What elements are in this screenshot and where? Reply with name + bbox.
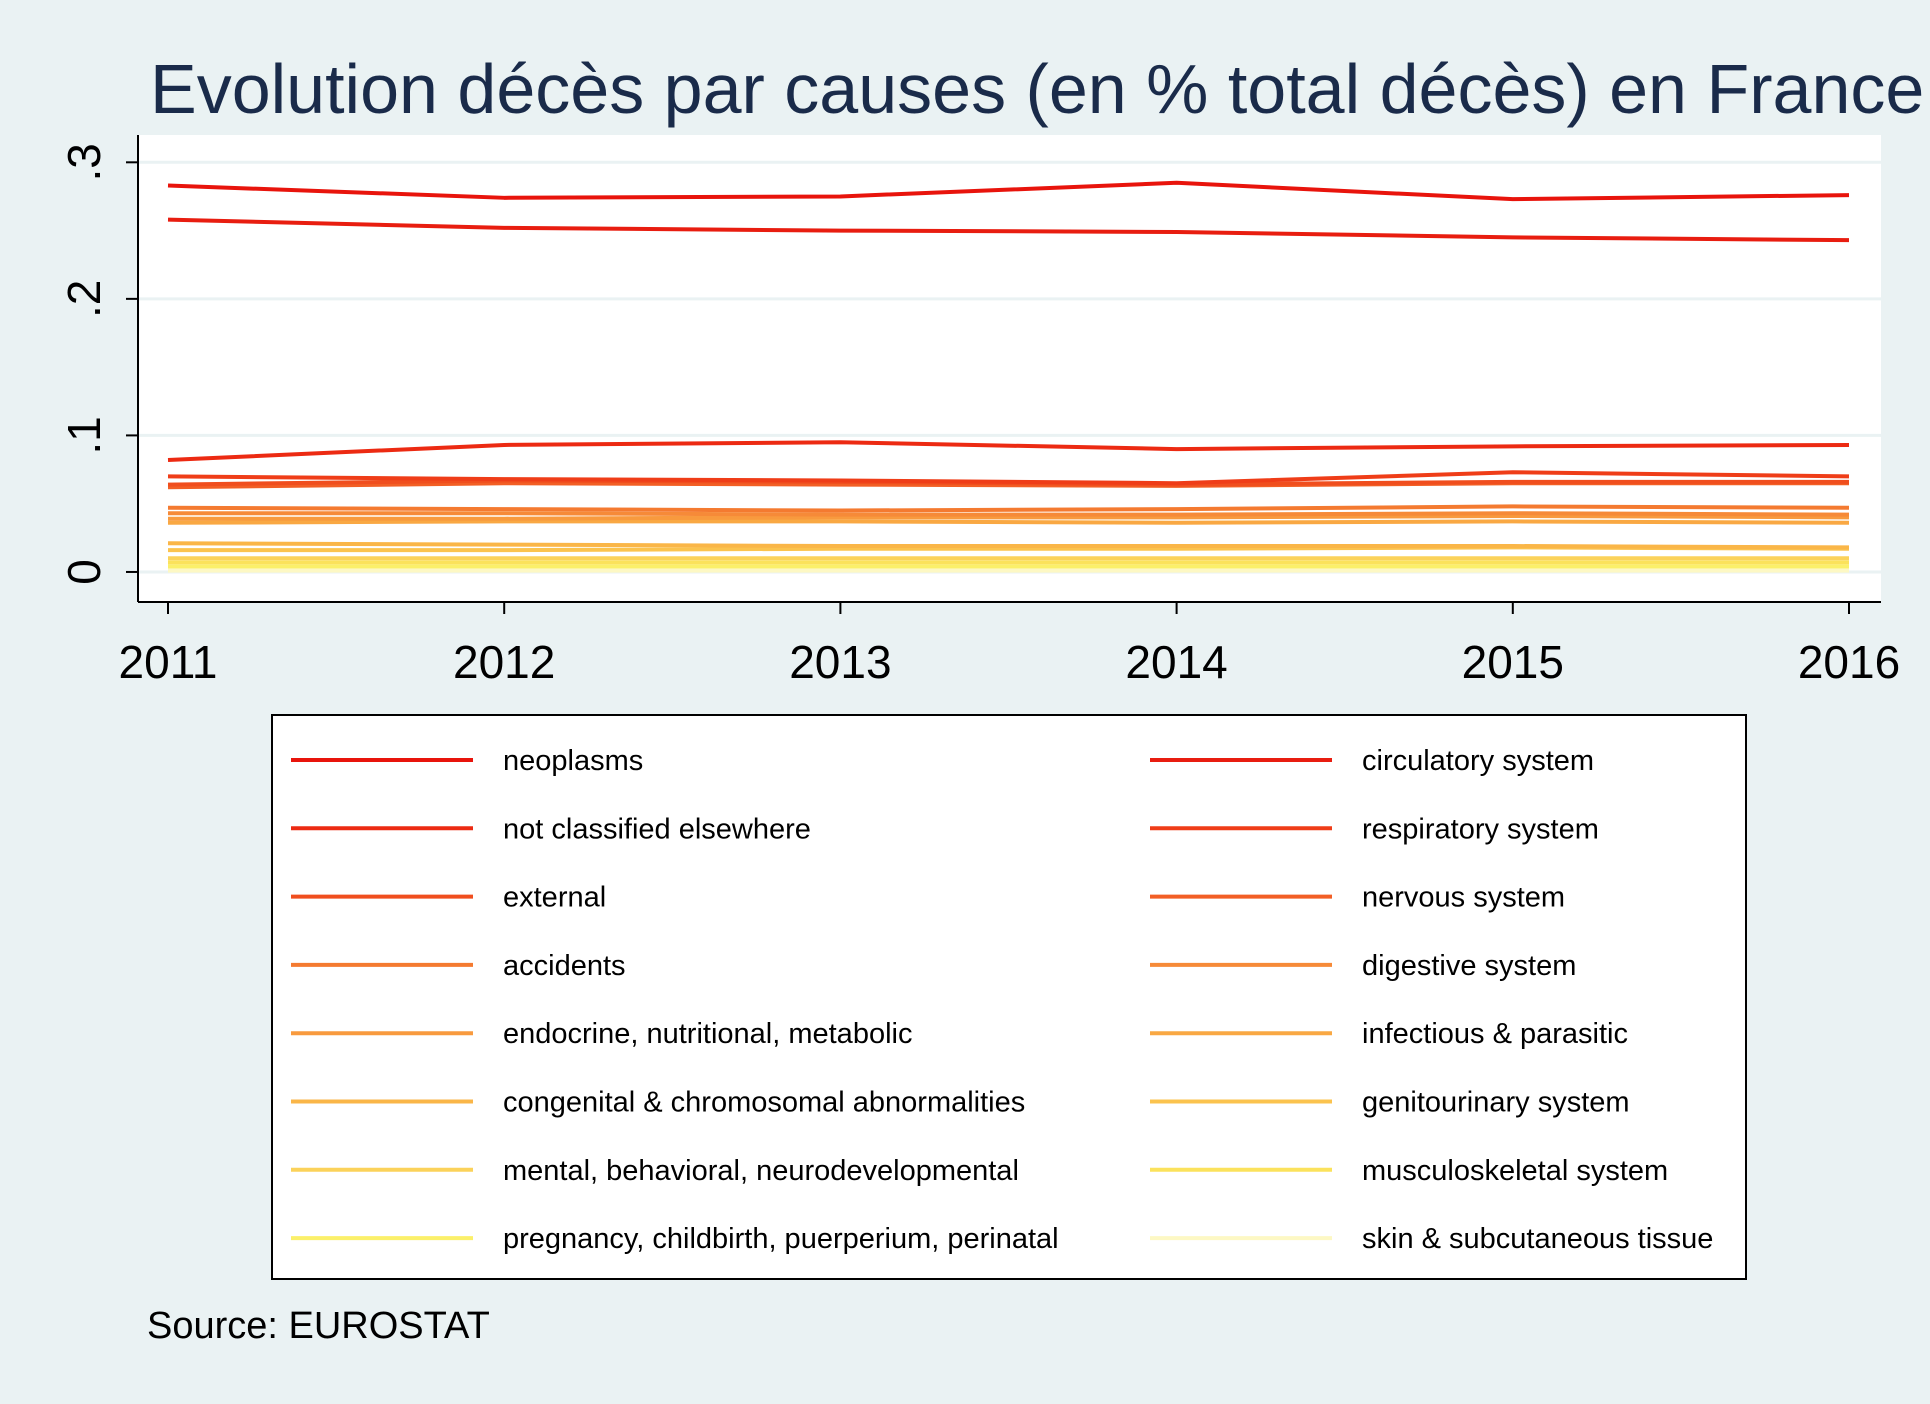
series-line-circulatory-system <box>167 217 1850 243</box>
x-tick-label: 2011 <box>119 636 218 688</box>
legend-label: genitourinary system <box>1362 1087 1630 1119</box>
x-tick-label: 2014 <box>1125 636 1227 688</box>
y-tick-label: .1 <box>58 416 110 454</box>
legend-label: circulatory system <box>1362 745 1594 777</box>
plot-area <box>138 135 1881 602</box>
legend-label: digestive system <box>1362 950 1576 982</box>
axes <box>137 135 1881 603</box>
x-tick-label: 2015 <box>1462 636 1564 688</box>
series-lines <box>167 180 1850 573</box>
y-ticks: 0 .1 .2 .3 <box>58 143 138 585</box>
legend: neoplasms circulatory system not classifie… <box>291 745 1713 1255</box>
legend-box <box>271 714 1747 1280</box>
series-line-digestive-system <box>168 511 1850 517</box>
series-line-congenital-chromosomal-abnormalities <box>167 541 1850 550</box>
legend-label: external <box>503 882 606 914</box>
series-line-endocrine-nutritional-metabolic <box>168 513 1850 521</box>
series-line-not-classified-elsewhere <box>167 440 1850 462</box>
series-line-respiratory-system <box>167 470 1850 486</box>
y-tick-label: 0 <box>58 559 110 585</box>
series-line-infectious-parasitic <box>167 519 1850 525</box>
legend-label: skin & subcutaneous tissue <box>1362 1223 1713 1255</box>
legend-label: endocrine, nutritional, metabolic <box>503 1018 912 1050</box>
y-tick-label: .3 <box>58 143 110 181</box>
x-tick-label: 2012 <box>453 636 555 688</box>
x-ticks: 2011 2012 2013 2014 2015 2016 <box>119 602 1900 688</box>
legend-label: respiratory system <box>1362 813 1599 845</box>
legend-label: accidents <box>503 950 626 982</box>
x-tick-label: 2016 <box>1798 636 1900 688</box>
legend-label: pregnancy, childbirth, puerperium, perin… <box>503 1223 1059 1255</box>
legend-label: congenital & chromosomal abnormalities <box>503 1087 1025 1119</box>
series-line-accidents <box>167 504 1850 513</box>
legend-label: not classified elsewhere <box>503 813 811 845</box>
legend-label: musculoskeletal system <box>1362 1155 1668 1187</box>
x-tick-label: 2013 <box>789 636 891 688</box>
source-note: Source: EUROSTAT <box>147 1305 490 1347</box>
chart-title: Evolution décès par causes (en % total d… <box>150 50 1924 128</box>
series-line-neoplasms <box>167 180 1850 202</box>
legend-label: neoplasms <box>503 745 643 777</box>
legend-label: mental, behavioral, neurodevelopmental <box>503 1155 1019 1187</box>
legend-label: nervous system <box>1362 882 1565 914</box>
y-tick-label: .2 <box>58 280 110 318</box>
legend-label: infectious & parasitic <box>1362 1018 1628 1050</box>
